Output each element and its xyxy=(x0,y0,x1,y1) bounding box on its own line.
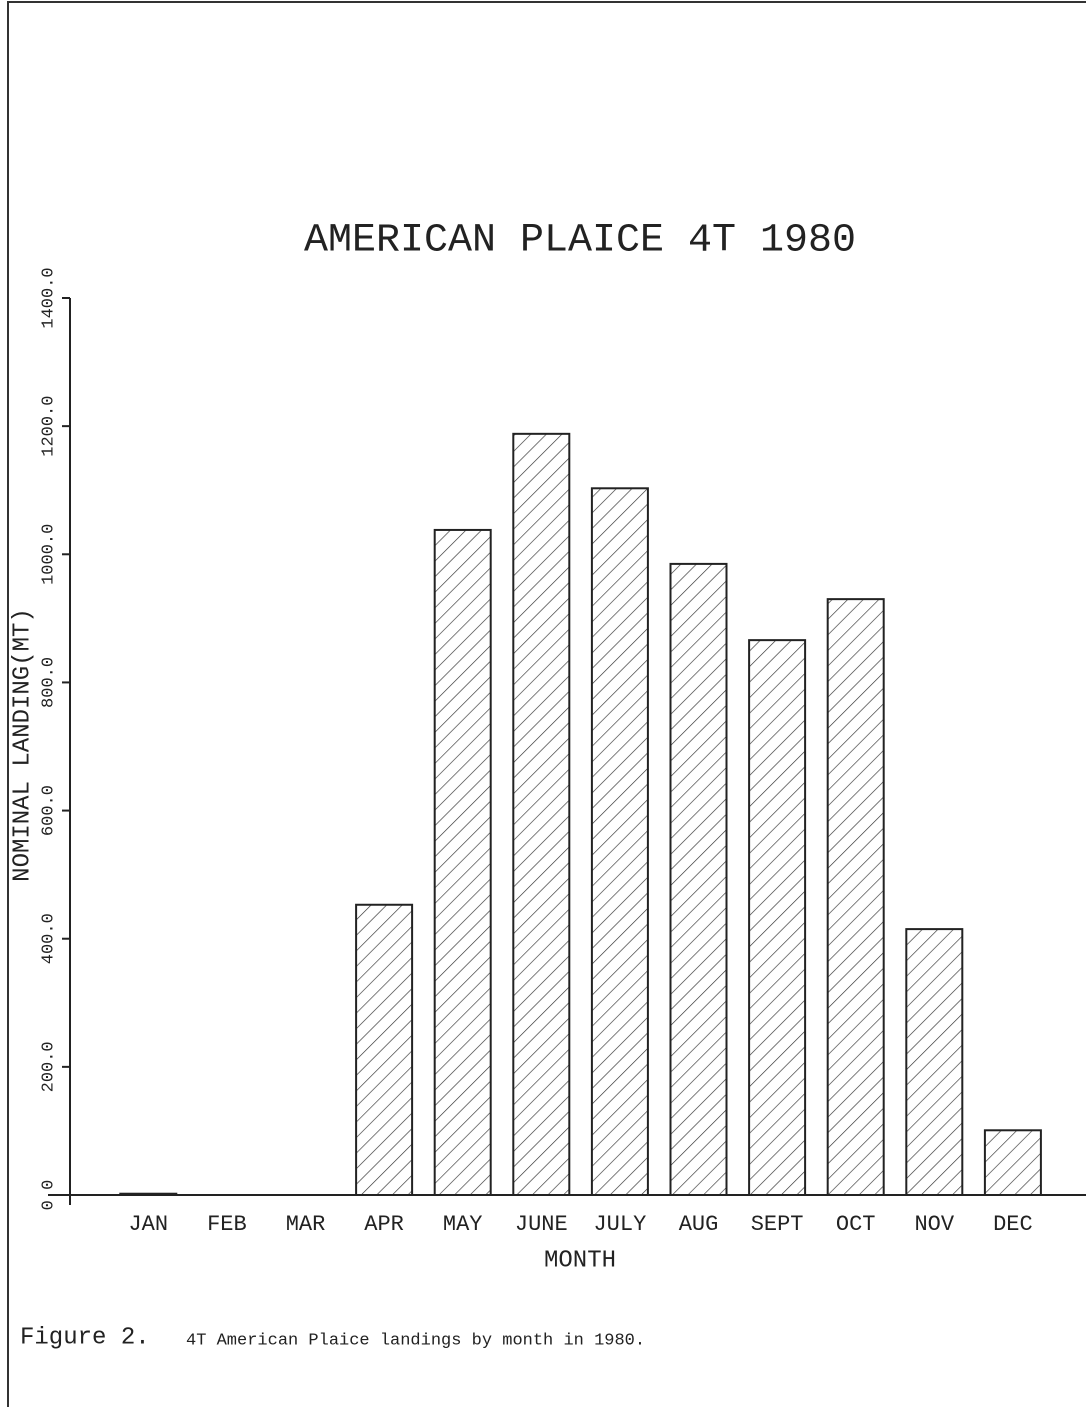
caption-text: 4T American Plaice landings by month in … xyxy=(186,1331,645,1350)
x-tick-label: DEC xyxy=(993,1212,1033,1237)
caption-label: Figure 2. xyxy=(20,1324,150,1351)
x-tick-label: FEB xyxy=(207,1212,247,1237)
x-tick-label: AUG xyxy=(679,1212,719,1237)
x-tick-label: JAN xyxy=(128,1212,168,1237)
y-tick-label: 0.0 xyxy=(39,1180,58,1211)
bar xyxy=(983,1129,1042,1196)
frame xyxy=(7,1,1086,1407)
x-tick-label: MAY xyxy=(443,1212,483,1237)
bar xyxy=(512,432,571,1196)
y-tick-label: 1400.0 xyxy=(39,267,58,328)
y-tick-label: 400.0 xyxy=(39,913,58,964)
y-tick-label: 1000.0 xyxy=(39,524,58,585)
x-tick-label: JULY xyxy=(593,1212,646,1237)
x-tick-label: OCT xyxy=(836,1212,876,1237)
x-tick-label: NOV xyxy=(914,1212,954,1237)
x-tick-label: MAR xyxy=(286,1212,326,1237)
y-axis-label: NOMINAL LANDING(MT) xyxy=(9,608,36,882)
bar xyxy=(905,928,964,1196)
x-axis-label: MONTH xyxy=(544,1247,616,1274)
y-tick-label: 1200.0 xyxy=(39,396,58,457)
bar xyxy=(355,903,414,1196)
bar xyxy=(669,562,728,1196)
bar xyxy=(590,487,649,1197)
y-tick-label: 800.0 xyxy=(39,657,58,708)
bar xyxy=(119,1192,178,1197)
chart-title: AMERICAN PLAICE 4T 1980 xyxy=(304,219,856,264)
x-tick-label: SEPT xyxy=(751,1212,804,1237)
bar xyxy=(826,598,885,1196)
y-tick-label: 600.0 xyxy=(39,785,58,836)
y-tick-label: 200.0 xyxy=(39,1041,58,1092)
bar xyxy=(433,528,492,1196)
bar xyxy=(748,639,807,1196)
x-tick-label: JUNE xyxy=(515,1212,568,1237)
x-tick-label: APR xyxy=(364,1212,404,1237)
